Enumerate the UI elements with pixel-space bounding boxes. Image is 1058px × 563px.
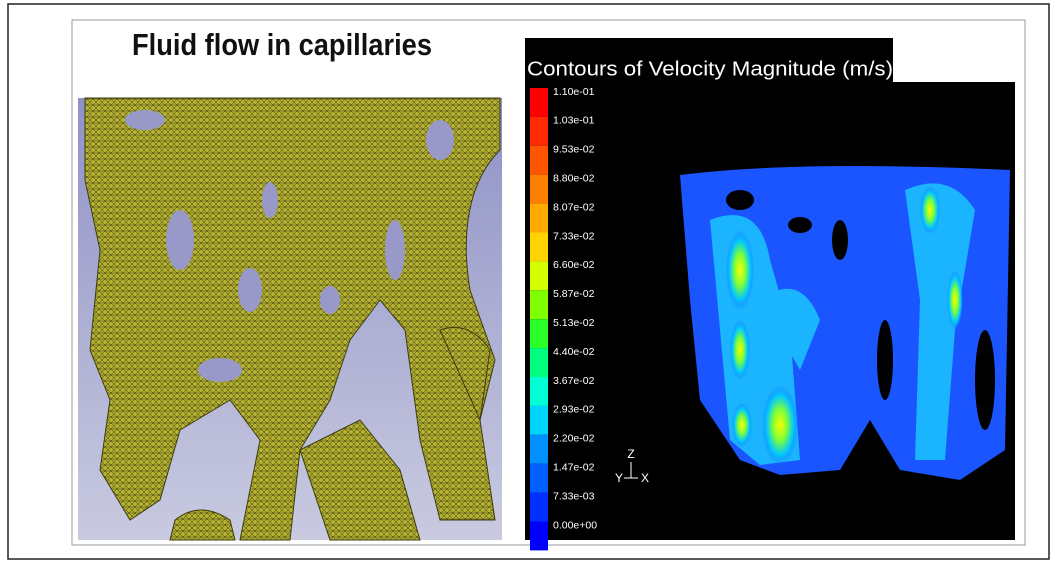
legend-label: 1.10e-01 — [553, 86, 595, 98]
legend-label: 3.67e-02 — [553, 375, 595, 387]
slide-title: Fluid flow in capillaries — [132, 29, 432, 63]
axis-label-y: Y — [615, 471, 623, 485]
mesh-image — [78, 98, 502, 540]
legend-swatch — [530, 146, 548, 175]
legend-swatch — [530, 233, 548, 262]
legend-swatch — [530, 88, 548, 117]
legend-swatch — [530, 435, 548, 464]
legend-label: 7.33e-03 — [553, 490, 595, 502]
legend-swatch — [530, 204, 548, 233]
legend-label: 5.13e-02 — [553, 317, 595, 329]
legend-label: 5.87e-02 — [553, 288, 595, 300]
axis-label-z: Z — [627, 447, 634, 461]
legend-swatch — [530, 493, 548, 522]
legend-label: 7.33e-02 — [553, 230, 595, 242]
legend-swatch — [530, 377, 548, 406]
axis-label-x: X — [641, 471, 649, 485]
legend-label: 2.93e-02 — [553, 404, 595, 416]
legend-swatch — [530, 117, 548, 146]
contour-title: Contours of Velocity Magnitude (m/s) — [527, 58, 893, 80]
legend-label: 8.07e-02 — [553, 201, 595, 213]
legend-swatch — [530, 290, 548, 319]
legend-label: 9.53e-02 — [553, 144, 595, 156]
page: Fluid flow in capillaries — [0, 0, 1058, 563]
legend-label: 2.20e-02 — [553, 433, 595, 445]
legend-label: 8.80e-02 — [553, 172, 595, 184]
legend-swatch — [530, 464, 548, 493]
legend-swatch — [530, 406, 548, 435]
legend-label: 1.47e-02 — [553, 461, 595, 473]
slide: Fluid flow in capillaries — [0, 0, 1058, 563]
legend-swatch — [530, 522, 548, 551]
legend-label: 1.03e-01 — [553, 115, 595, 127]
legend-swatch — [530, 261, 548, 290]
legend-label: 6.60e-02 — [553, 259, 595, 271]
contour-image: Contours of Velocity Magnitude (m/s) 1.1… — [525, 38, 1015, 550]
legend-swatch — [530, 175, 548, 204]
legend-swatch — [530, 348, 548, 377]
legend-swatch — [530, 319, 548, 348]
legend-label: 4.40e-02 — [553, 346, 595, 358]
legend-label: 0.00e+00 — [553, 519, 597, 531]
